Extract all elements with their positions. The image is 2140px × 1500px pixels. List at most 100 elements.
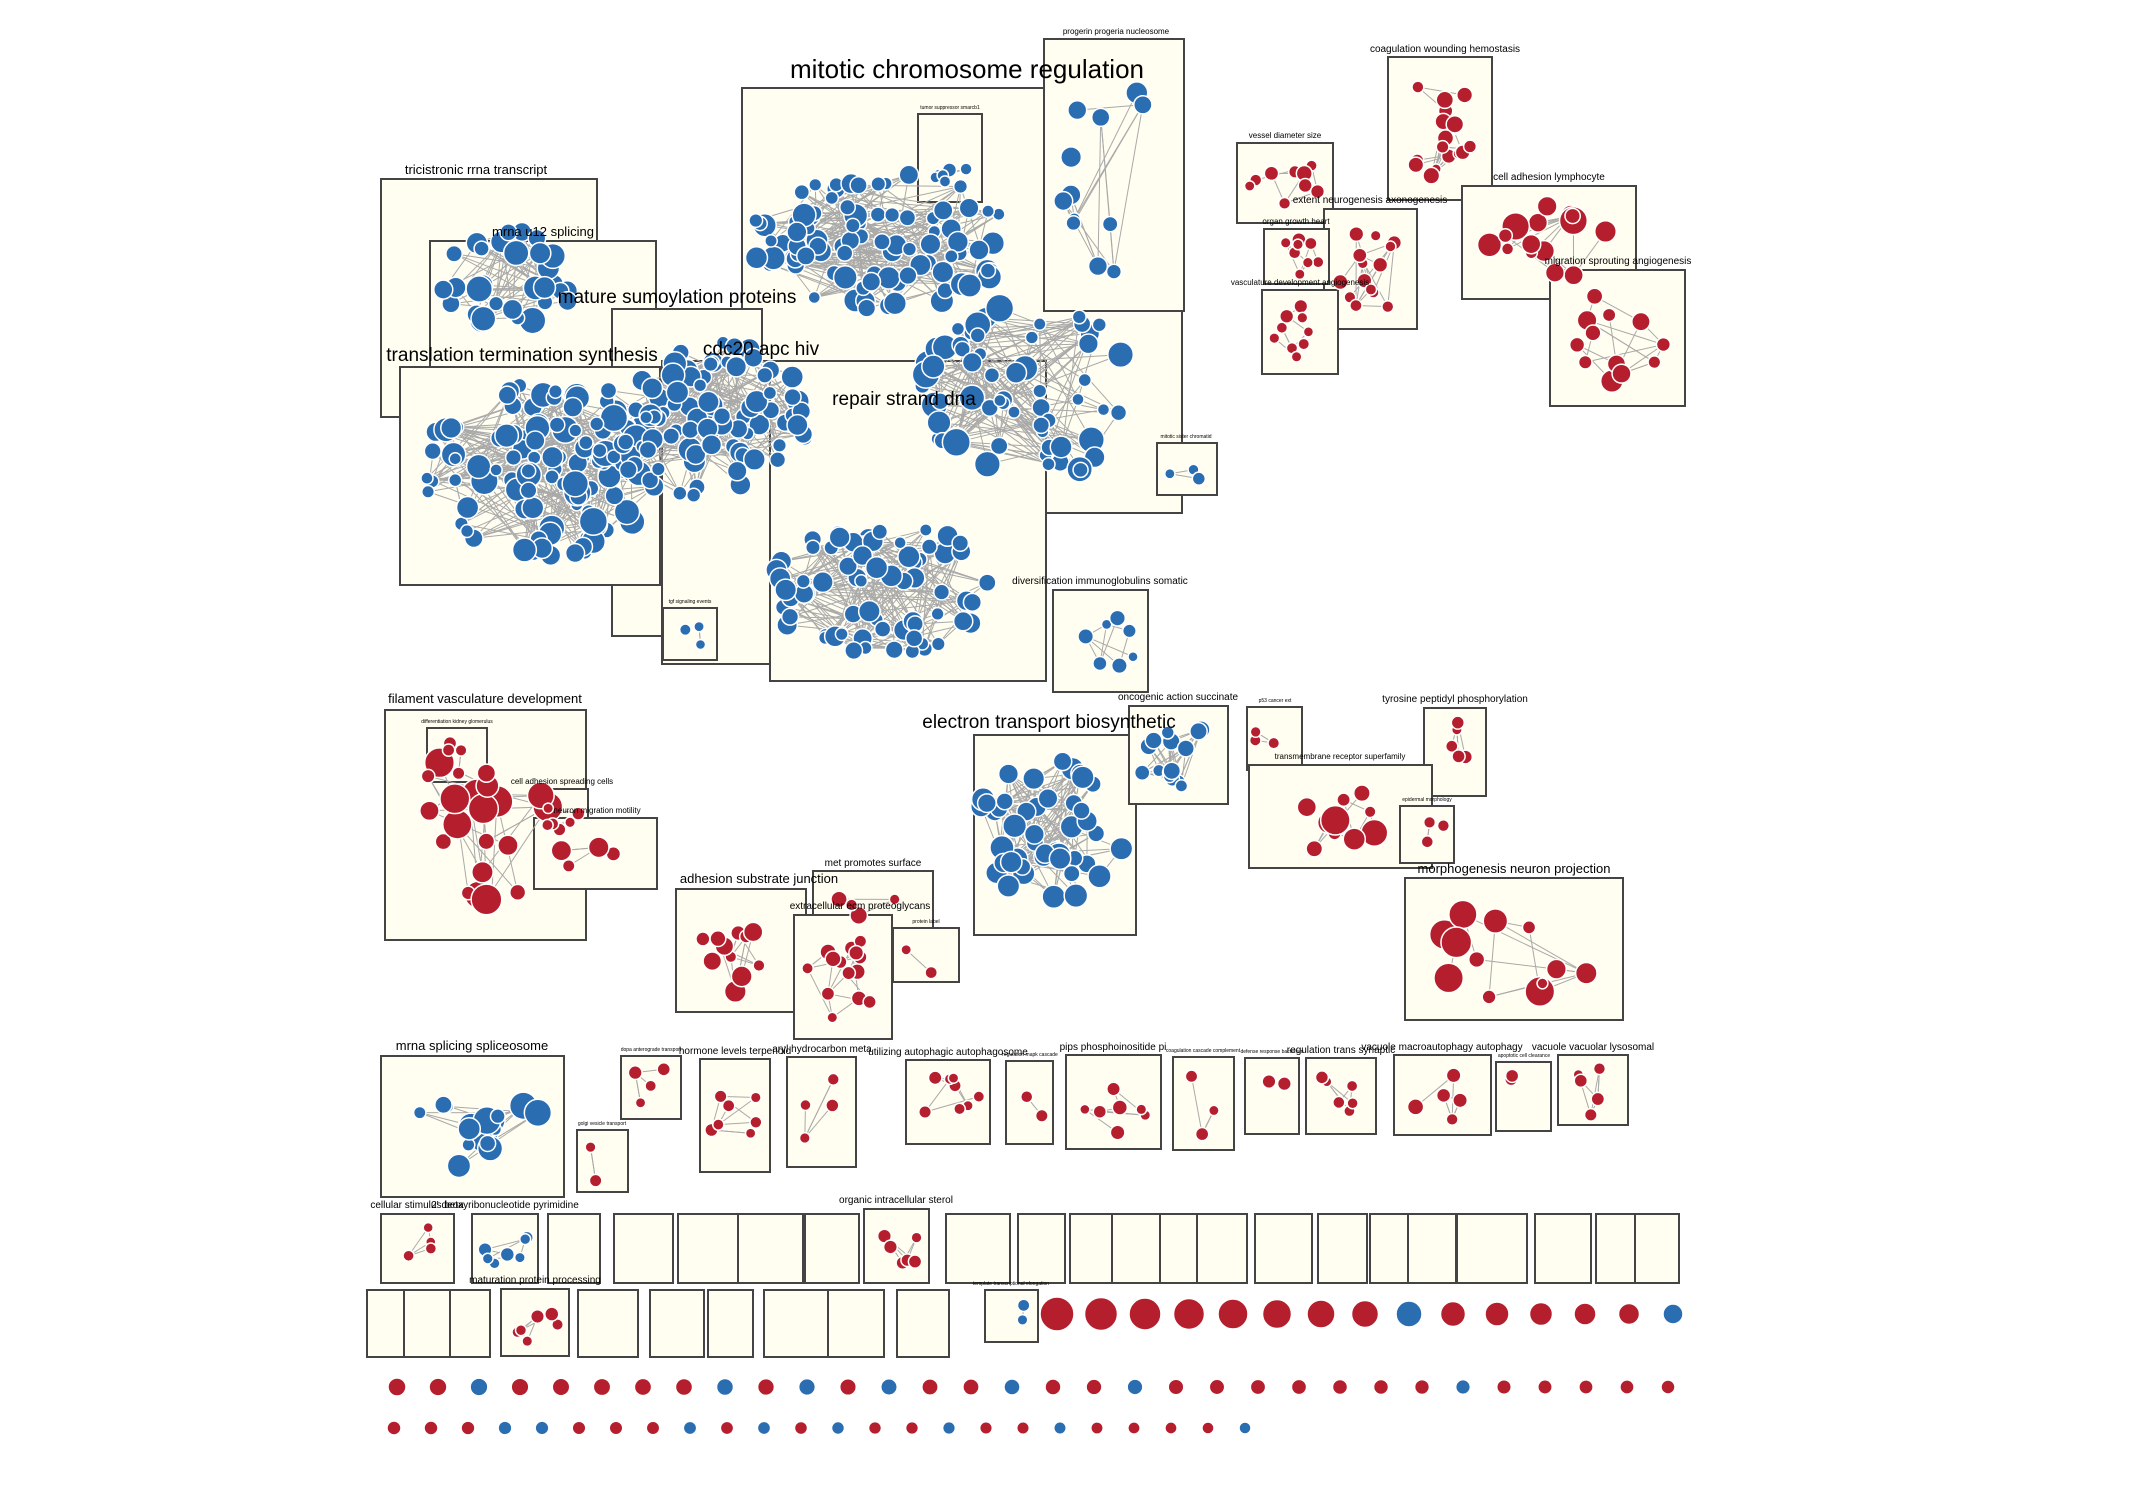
- gene-set-node: [1091, 317, 1107, 333]
- gene-set-node: [1072, 801, 1091, 820]
- gene-set-node: [528, 241, 552, 265]
- gene-set-node: [1381, 299, 1395, 314]
- gene-set-node: [467, 792, 500, 825]
- gene-set-node: [1342, 827, 1367, 851]
- gene-set-node: [477, 832, 496, 851]
- cluster-label: extracellular ecm proteoglycans: [790, 901, 931, 912]
- gene-set-node: [1293, 298, 1309, 314]
- gene-set-node: [832, 264, 858, 290]
- cluster-box: [1244, 1057, 1300, 1135]
- gene-set-node: [900, 943, 913, 956]
- gene-set-node: [933, 583, 951, 601]
- gene-set-node: [748, 212, 764, 229]
- gene-set-node: [943, 249, 959, 264]
- singleton-node: [608, 1420, 624, 1436]
- gene-set-node: [702, 951, 723, 972]
- gene-set-node: [1090, 107, 1111, 128]
- gene-set-node: [1482, 908, 1509, 934]
- gene-set-node: [876, 265, 901, 290]
- edge: [913, 582, 988, 639]
- gene-set-node: [497, 385, 518, 406]
- gene-set-node: [1296, 796, 1318, 818]
- gene-set-node: [769, 451, 787, 469]
- edge: [1100, 117, 1111, 225]
- gene-set-node: [1048, 847, 1072, 871]
- cluster-label: coagulation cascade complement: [1166, 1048, 1241, 1054]
- singleton-node: [1662, 1303, 1684, 1325]
- gene-set-node: [599, 381, 618, 400]
- cluster-box: [576, 1129, 629, 1193]
- gene-set-node: [541, 818, 554, 832]
- edge: [1585, 344, 1664, 363]
- gene-set-node: [1544, 262, 1566, 283]
- gene-set-node: [1263, 165, 1280, 182]
- singleton-node: [1617, 1302, 1641, 1326]
- edge: [852, 225, 993, 244]
- cluster-box: [1305, 1057, 1377, 1135]
- cluster-label: apoptotic cell clearance: [1498, 1053, 1550, 1059]
- gene-set-node: [780, 607, 800, 626]
- gene-set-node: [864, 556, 889, 580]
- gene-set-node: [1067, 99, 1088, 121]
- gene-set-node: [1384, 240, 1397, 253]
- gene-set-node: [983, 367, 1001, 384]
- singleton-node: [838, 1377, 858, 1397]
- singleton-node: [1395, 1300, 1423, 1328]
- gene-set-node: [662, 427, 681, 446]
- edge: [473, 504, 577, 539]
- edge: [486, 806, 549, 900]
- cluster-label: aryl hydrocarbon meta: [772, 1044, 872, 1055]
- gene-set-node: [494, 423, 520, 449]
- gene-set-node: [1435, 90, 1455, 110]
- gene-set-node: [972, 1090, 986, 1103]
- gene-set-node: [1590, 1091, 1606, 1107]
- gene-set-node: [953, 1102, 967, 1116]
- singleton-node: [497, 1420, 513, 1436]
- edge: [426, 390, 511, 479]
- gene-set-node: [743, 347, 764, 368]
- gene-set-node: [873, 620, 892, 638]
- gene-set-node: [1568, 336, 1586, 354]
- gene-set-node: [513, 1251, 526, 1264]
- cluster-box: [917, 113, 983, 203]
- singleton-node: [386, 1420, 402, 1436]
- gene-set-node: [1348, 225, 1365, 243]
- cluster-label: epidermal morphology: [1402, 797, 1452, 803]
- singleton-node: [1306, 1299, 1336, 1329]
- gene-set-node: [501, 298, 524, 321]
- cluster-box-small: [896, 1289, 950, 1358]
- gene-set-node: [1406, 1098, 1425, 1116]
- gene-set-node: [702, 356, 719, 373]
- edge: [787, 613, 854, 626]
- gene-set-node: [981, 204, 995, 219]
- cluster-label: cell adhesion lymphocyte: [1493, 172, 1605, 183]
- gene-set-node: [898, 208, 917, 227]
- gene-set-node: [564, 542, 586, 564]
- cluster-box-small: [707, 1289, 754, 1358]
- gene-set-node: [1293, 268, 1306, 281]
- cluster-label: met promotes surface: [825, 858, 922, 869]
- singleton-node: [1331, 1378, 1349, 1396]
- cluster-label: tumor suppressor smarcb1: [920, 105, 980, 111]
- gene-set-node: [918, 523, 933, 537]
- gene-set-node: [1004, 361, 1028, 384]
- gene-set-node: [455, 495, 480, 520]
- gene-set-node: [1092, 1104, 1108, 1119]
- gene-set-node: [1481, 989, 1497, 1005]
- gene-set-node: [712, 407, 732, 426]
- gene-set-node: [470, 883, 503, 916]
- gene-set-node: [422, 1221, 434, 1234]
- gene-set-node: [497, 834, 519, 857]
- gene-set-node: [1189, 721, 1208, 741]
- gene-set-node: [1279, 308, 1295, 324]
- gene-set-node: [744, 1127, 757, 1140]
- gene-set-node: [1462, 139, 1478, 154]
- gene-set-node: [1016, 1298, 1031, 1313]
- cluster-label: oncogenic action succinate: [1118, 692, 1239, 703]
- gene-set-node: [548, 416, 566, 434]
- gene-set-node: [845, 898, 859, 912]
- gene-set-node: [1052, 751, 1073, 772]
- cluster-label: vessel diameter size: [1249, 131, 1322, 140]
- gene-set-node: [1111, 1099, 1129, 1116]
- cluster-label: coagulation wounding hemostasis: [1370, 44, 1520, 55]
